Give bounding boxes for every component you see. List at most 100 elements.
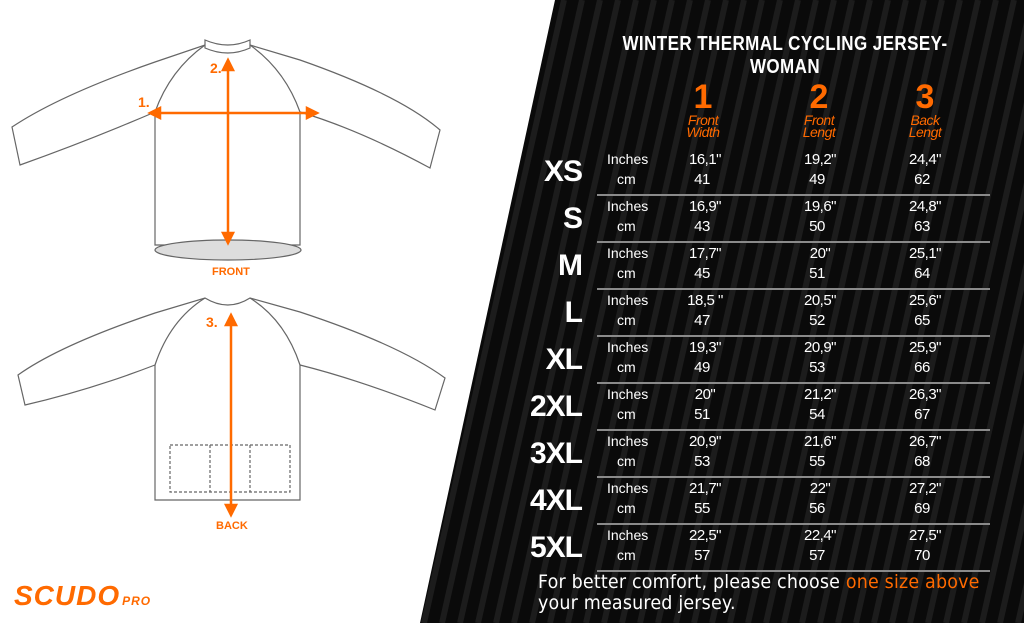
row-divider — [597, 429, 990, 431]
unit-inches: Inches — [607, 433, 649, 449]
background-stripe — [601, 0, 747, 623]
value-inches: 21,7" — [688, 480, 722, 497]
unit-cm: cm — [617, 453, 636, 469]
unit-inches: Inches — [607, 527, 649, 543]
value-cm: 66 — [914, 359, 930, 376]
background-stripe — [547, 0, 693, 623]
unit-cm: cm — [617, 359, 636, 375]
value-cm: 51 — [694, 406, 710, 423]
unit-inches: Inches — [607, 292, 649, 308]
background-stripe — [565, 0, 711, 623]
unit-inches: Inches — [607, 339, 649, 355]
value-cm: 64 — [914, 265, 930, 282]
row-divider — [597, 194, 990, 196]
value-cm: 49 — [694, 359, 710, 376]
background-stripe — [421, 0, 567, 623]
value-cm: 47 — [694, 312, 710, 329]
size-label: M — [558, 249, 583, 282]
background-stripe — [889, 0, 1024, 623]
value-inches: 21,6" — [803, 433, 837, 450]
marker-3: 3. — [206, 314, 218, 330]
value-cm: 62 — [914, 171, 930, 188]
measurement-arrows — [147, 57, 320, 518]
background-stripe — [925, 0, 1024, 623]
column-header-front-length: 2 Front Lengt — [774, 78, 864, 140]
unit-inches: Inches — [607, 151, 649, 167]
logo-name: SCUDO — [14, 580, 121, 611]
sizing-note: For better comfort, please choose one si… — [538, 572, 980, 614]
row-divider — [597, 476, 990, 478]
value-inches: 27,2" — [908, 480, 942, 497]
logo-suffix: PRO — [122, 594, 152, 608]
value-cm: 55 — [809, 453, 825, 470]
value-inches: 24,4" — [908, 151, 942, 168]
value-cm: 57 — [694, 547, 710, 564]
column-label: Lengt — [802, 124, 836, 140]
unit-inches: Inches — [607, 198, 649, 214]
value-inches: 19,3" — [688, 339, 722, 356]
front-jersey-drawing — [11, 39, 441, 261]
background-stripe — [763, 0, 909, 623]
size-label: 4XL — [529, 484, 583, 517]
table-row: XS Inches cm 16,1" 41 19,2" 49 24,4" 62 — [520, 149, 1000, 196]
value-cm: 69 — [914, 500, 930, 517]
column-number: 1 — [693, 78, 713, 116]
value-inches: 26,3" — [908, 386, 942, 403]
value-inches: 16,1" — [688, 151, 722, 168]
value-inches: 21,2" — [803, 386, 837, 403]
column-label: Lengt — [908, 124, 942, 140]
note-highlight: one size above — [845, 571, 980, 593]
value-inches: 26,7" — [908, 433, 942, 450]
background-stripe — [637, 0, 783, 623]
unit-inches: Inches — [607, 480, 649, 496]
column-number: 2 — [809, 78, 829, 116]
background-stripe — [799, 0, 945, 623]
size-label: 3XL — [529, 437, 583, 470]
background-stripe — [745, 0, 891, 623]
background-stripe — [871, 0, 1017, 623]
background-stripe — [529, 0, 675, 623]
background-stripe — [817, 0, 963, 623]
value-cm: 70 — [914, 547, 930, 564]
value-cm: 57 — [809, 547, 825, 564]
table-row: 2XL Inches cm 20" 51 21,2" 54 26,3" 67 — [520, 384, 1000, 431]
value-inches: 20,9" — [803, 339, 837, 356]
size-label: S — [562, 202, 583, 235]
value-cm: 54 — [809, 406, 825, 423]
column-label: Back — [910, 112, 940, 128]
value-cm: 53 — [694, 453, 710, 470]
value-inches: 20" — [809, 245, 831, 262]
value-cm: 65 — [914, 312, 930, 329]
unit-cm: cm — [617, 406, 636, 422]
note-text: your measured jersey. — [538, 592, 736, 614]
value-inches: 20,9" — [688, 433, 722, 450]
value-inches: 22,4" — [803, 527, 837, 544]
background-stripe — [709, 0, 855, 623]
background-stripe — [979, 0, 1024, 623]
column-header-back-length: 3 Back Lengt — [880, 80, 970, 140]
background-stripe — [439, 0, 585, 623]
column-label: Width — [686, 124, 720, 140]
value-inches: 17,7" — [688, 245, 722, 262]
white-slash — [393, 0, 532, 623]
background-stripe — [781, 0, 927, 623]
table-row: 5XL Inches cm 22,5" 57 22,4" 57 27,5" 70 — [520, 525, 1000, 572]
column-header-front-width: 1 Front Width — [658, 78, 748, 140]
value-cm: 68 — [914, 453, 930, 470]
back-label: BACK — [216, 520, 248, 532]
unit-cm: cm — [617, 500, 636, 516]
value-cm: 51 — [809, 265, 825, 282]
size-label: XL — [545, 343, 583, 376]
row-divider — [597, 382, 990, 384]
value-cm: 56 — [809, 500, 825, 517]
background-stripe — [907, 0, 1024, 623]
table-row: 4XL Inches cm 21,7" 55 22" 56 27,2" 69 — [520, 478, 1000, 525]
value-inches: 20,5" — [803, 292, 837, 309]
size-label: L — [564, 296, 583, 329]
value-inches: 16,9" — [688, 198, 722, 215]
value-inches: 25,1" — [908, 245, 942, 262]
background-stripe — [961, 0, 1024, 623]
value-inches: 20" — [694, 386, 716, 403]
unit-cm: cm — [617, 312, 636, 328]
background-stripe — [457, 0, 603, 623]
